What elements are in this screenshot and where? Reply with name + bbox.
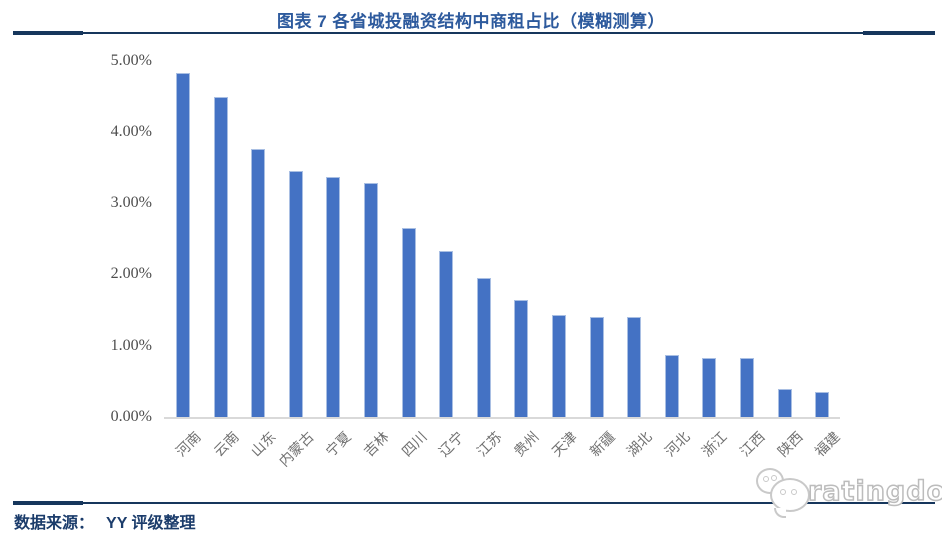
bar-云南: [214, 97, 228, 418]
bar-chart: 0.00% 1.00% 2.00% 3.00% 4.00% 5.00% 河南 云南 山东 内蒙古…: [0, 40, 942, 500]
bar-福建: [815, 392, 829, 418]
ratingdog-watermark: ratingdog: [750, 466, 942, 518]
dog-eye: [791, 489, 797, 495]
data-source: 数据来源： YY 评级整理: [14, 509, 196, 533]
bar-河南: [176, 73, 190, 418]
bubble-tail: [774, 508, 786, 518]
watermark-text: ratingdog: [807, 475, 942, 508]
bubble-eye: [771, 475, 777, 481]
bar-江西: [740, 358, 754, 418]
y-tick-label: 5.00%: [110, 51, 152, 69]
bar-内蒙古: [289, 171, 303, 418]
bar-贵州: [514, 300, 528, 418]
title-divider: [13, 31, 935, 35]
y-tick-label: 1.00%: [110, 336, 152, 354]
footer-divider-thick-left: [13, 501, 83, 505]
divider-thick-left: [13, 31, 83, 35]
bar-吉林: [364, 183, 378, 418]
bar-山东: [251, 149, 265, 418]
dog-eye: [780, 489, 786, 495]
bar-浙江: [702, 358, 716, 418]
footer-divider: [13, 501, 935, 505]
data-source-label: 数据来源：: [14, 515, 95, 532]
y-tick-label: 4.00%: [110, 122, 152, 140]
y-tick-label: 0.00%: [110, 408, 152, 425]
bubble-eye: [763, 476, 769, 482]
divider-thick-right: [863, 31, 935, 35]
bar-河北: [665, 355, 679, 418]
bar-陕西: [778, 389, 792, 418]
dog-face-icon: [770, 478, 810, 512]
bar-宁夏: [326, 177, 340, 418]
y-tick-label: 3.00%: [110, 194, 152, 212]
bar-新疆: [590, 317, 604, 418]
bar-湖北: [627, 317, 641, 418]
y-tick-label: 2.00%: [110, 265, 152, 283]
bar-江苏: [477, 278, 491, 418]
bar-辽宁: [439, 251, 453, 418]
bar-天津: [552, 315, 566, 418]
figure-title: 图表 7 各省城投融资结构中商租占比（模糊测算）: [277, 12, 665, 31]
data-source-value: YY 评级整理: [106, 515, 196, 532]
bar-四川: [402, 228, 416, 418]
x-axis-line: [164, 417, 840, 419]
